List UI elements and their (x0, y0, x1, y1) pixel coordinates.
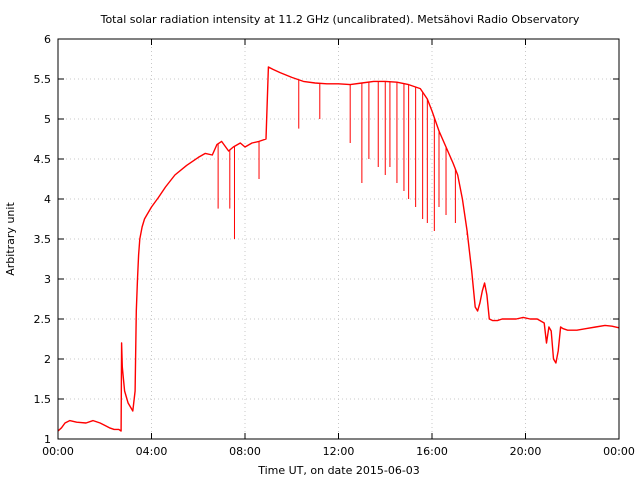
y-tick-label: 2 (44, 353, 51, 366)
x-axis-label: Time UT, on date 2015-06-03 (257, 464, 420, 477)
y-axis-label: Arbitrary unit (4, 202, 17, 276)
grid (58, 39, 619, 439)
series-layer (57, 66, 620, 432)
y-tick-label: 2.5 (34, 313, 52, 326)
x-tick-label: 04:00 (136, 445, 168, 458)
x-tick-label: 08:00 (229, 445, 261, 458)
x-tick-label: 12:00 (323, 445, 355, 458)
x-tick-label: 00:00 (42, 445, 74, 458)
y-tick-label: 4 (44, 193, 51, 206)
y-tick-label: 3 (44, 273, 51, 286)
chart-title: Total solar radiation intensity at 11.2 … (100, 13, 580, 26)
y-tick-label: 3.5 (34, 233, 52, 246)
y-tick-label: 6 (44, 33, 51, 46)
y-tick-label: 1.5 (34, 393, 52, 406)
y-tick-label: 1 (44, 433, 51, 446)
ticks: 1 1.5 2 2.5 3 3.5 4 4.5 5 5.5 6 00:00 04:00 08:00 12:0… (34, 33, 635, 458)
x-tick-label: 16:00 (416, 445, 448, 458)
x-tick-label: 20:00 (510, 445, 542, 458)
y-tick-label: 4.5 (34, 153, 52, 166)
x-tick-label: 00:00 (603, 445, 635, 458)
y-tick-label: 5 (44, 113, 51, 126)
y-tick-label: 5.5 (34, 73, 52, 86)
series-line (57, 66, 620, 432)
